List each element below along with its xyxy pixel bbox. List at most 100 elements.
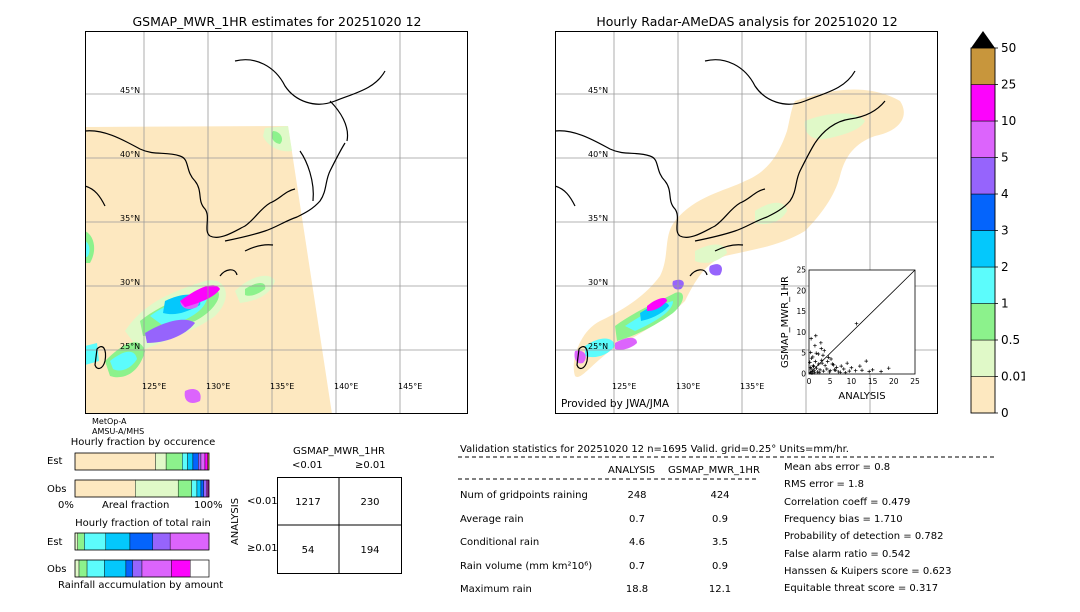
fraction-segment <box>135 479 179 498</box>
scatter-point <box>813 333 818 338</box>
colorbar-label: 1 <box>1001 297 1009 311</box>
scatter-point <box>815 370 820 374</box>
scatter-point <box>813 343 817 348</box>
fraction-segment <box>78 559 88 578</box>
left-lon-130: 130°E <box>206 382 230 391</box>
right-lat-35: 35°N <box>588 214 608 223</box>
contingency-title: GSMAP_MWR_1HR <box>293 446 385 457</box>
colorbar-bin <box>970 266 996 304</box>
scatter-point <box>808 370 813 375</box>
validation-score: Mean abs error = 0.8 <box>784 462 891 473</box>
validation-dashed-lines <box>458 456 996 480</box>
scatter-point <box>808 360 812 365</box>
left-lat-45: 45°N <box>120 86 140 95</box>
contingency-grid: 1217 230 54 194 <box>277 477 402 574</box>
colorbar-label: 2 <box>1001 260 1009 274</box>
colorbar-label: 3 <box>1001 224 1009 238</box>
validation-row-analysis: 4.6 <box>629 537 645 548</box>
colorbar-label: 0.01 <box>1001 370 1025 384</box>
colorbar-over-arrow <box>971 31 995 48</box>
validation-score: False alarm ratio = 0.542 <box>784 548 911 560</box>
scatter-point <box>813 359 818 364</box>
colorbar-bin <box>970 84 996 122</box>
scatter-ytick: 10 <box>796 328 806 337</box>
scatter-ytick: 0 <box>801 370 806 379</box>
validation-row-gsmap: 3.5 <box>712 537 728 548</box>
scatter-point <box>810 371 814 375</box>
colorbar: 0 0.01 0.5 1 2 3 4 5 10 25 50 <box>970 31 1025 420</box>
occurence-obs-label: Obs <box>47 484 67 495</box>
fraction-segment <box>125 559 133 578</box>
colorbar-bin <box>970 193 996 231</box>
fraction-segment <box>132 559 143 578</box>
total-obs-label: Obs <box>47 564 67 575</box>
fraction-segment <box>105 532 131 551</box>
scatter-ytick: 15 <box>796 307 806 316</box>
sensor-name: MetOp-A <box>92 417 127 426</box>
scatter-point <box>817 370 821 375</box>
colorbar-label: 0.5 <box>1001 333 1020 347</box>
scatter-point <box>825 359 830 364</box>
left-lat-40: 40°N <box>120 150 140 159</box>
colorbar-bin <box>970 120 996 158</box>
occurence-est-label: Est <box>47 456 63 467</box>
fraction-segment <box>177 479 192 498</box>
sensor-instrument: AMSU-A/MHS <box>92 427 145 436</box>
scatter-point <box>879 369 883 374</box>
scatter-point <box>847 369 852 373</box>
validation-score: Probability of detection = 0.782 <box>784 531 944 543</box>
validation-row-analysis: 0.7 <box>629 513 645 525</box>
scatter-xtick: 25 <box>910 377 920 386</box>
left-lon-140: 140°E <box>334 382 358 391</box>
validation-row-gsmap: 0.9 <box>712 560 728 572</box>
validation-score: Equitable threat score = 0.317 <box>784 583 939 595</box>
left-lat-35: 35°N <box>120 214 140 223</box>
occurence-bars <box>74 452 210 498</box>
right-lon-135: 135°E <box>740 382 764 391</box>
colorbar-label: 4 <box>1001 187 1009 201</box>
right-lat-30: 30°N <box>588 278 608 287</box>
scatter-point <box>831 363 836 367</box>
occurence-axis-right: 100% <box>194 500 223 511</box>
scatter-xtick: 0 <box>807 377 812 386</box>
right-lon-130: 130°E <box>676 382 700 391</box>
cell-hit-neg: 1217 <box>295 497 320 508</box>
validation-row-analysis: 18.8 <box>625 584 649 595</box>
fraction-segment <box>155 452 167 471</box>
fraction-segment <box>206 479 208 498</box>
colorbar-bin <box>970 339 996 377</box>
scatter-point <box>836 370 841 374</box>
scatter-point <box>819 341 823 345</box>
right-map-title: Hourly Radar-AMeDAS analysis for 2025102… <box>596 14 898 29</box>
scatter-point <box>841 367 846 371</box>
left-lon-145: 145°E <box>398 382 422 391</box>
fraction-segment <box>84 532 107 551</box>
fraction-segment <box>200 479 204 498</box>
validation-row-analysis: 0.7 <box>629 560 645 572</box>
scatter-xtick: 10 <box>847 377 857 386</box>
validation-row-label: Maximum rain <box>460 584 532 595</box>
scatter-point <box>849 365 854 370</box>
contingency-col-lt: <0.01 <box>292 460 323 471</box>
validation-row-label: Rain volume (mm km²10⁶) <box>460 560 593 572</box>
cell-miss: 54 <box>302 545 315 556</box>
fraction-segment <box>104 559 127 578</box>
total-rain-footer: Rainfall accumulation by amount <box>58 580 224 591</box>
scatter-point <box>811 363 816 368</box>
fraction-segment <box>74 559 80 578</box>
scatter-xtick: 15 <box>868 377 878 386</box>
scatter-point <box>839 364 844 368</box>
left-map-title: GSMAP_MWR_1HR estimates for 20251020 12 <box>132 14 422 29</box>
scatter-point <box>853 368 858 373</box>
fraction-segment <box>203 479 207 498</box>
fraction-segment <box>169 532 210 551</box>
fraction-segment <box>129 532 153 551</box>
scatter-plot: 00 5 5 10 10 15 15 20 20 25 25 ANALYSIS GSMAP_MWR_… <box>780 266 920 403</box>
left-lat-30: 30°N <box>120 278 140 287</box>
scatter-point <box>854 321 859 326</box>
validation-row-gsmap: 424 <box>710 490 730 501</box>
right-lat-25: 25°N <box>588 342 608 351</box>
scatter-point <box>808 365 813 370</box>
fraction-segment <box>141 559 172 578</box>
scatter-point <box>827 370 832 374</box>
